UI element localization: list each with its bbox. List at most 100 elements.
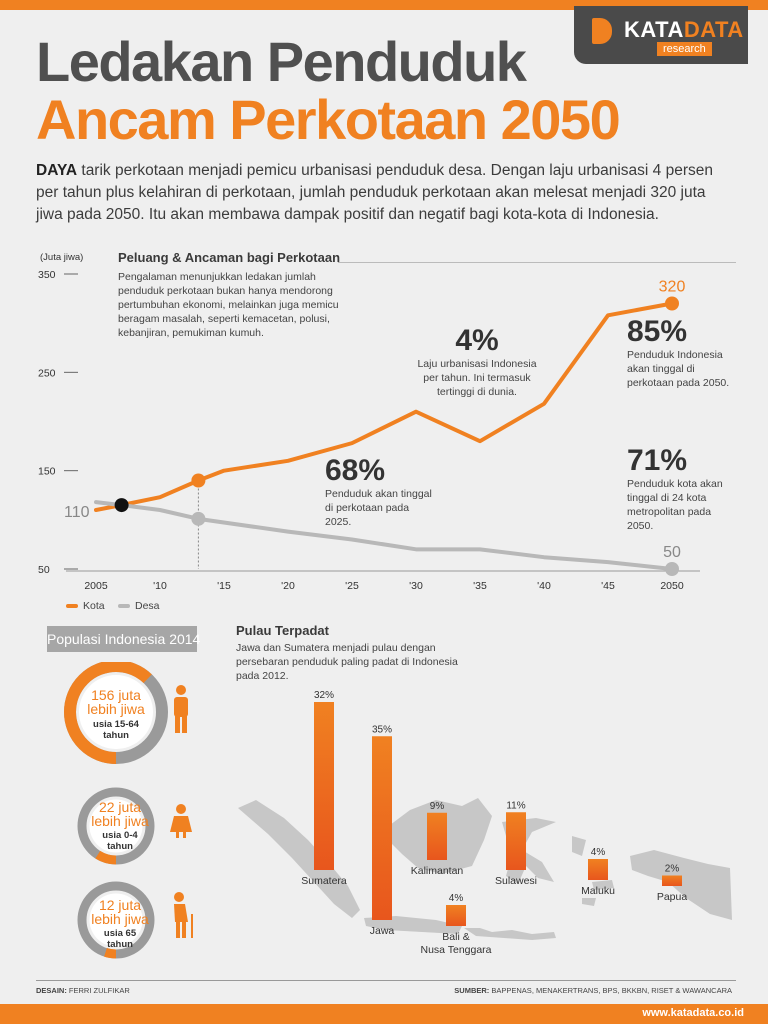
annotation-68pct-text: Penduduk akan tinggal di perkotaan pada … [325,488,432,528]
line-chart: (Juta jiwa) 350 250 150 50 2005 '10 '15 '20 '25 '3… [38,252,700,592]
ring-1-inner [79,675,153,749]
annotation-85pct-text: Penduduk Indonesia akan tinggal di perko… [627,349,730,389]
bar-value-label: 11% [506,800,525,811]
ring1-small2: tahun [103,730,129,741]
footer-source-label: SUMBER: [454,986,490,995]
desa-marker-2050 [665,562,679,576]
annotation-71pct-text: Penduduk kota akan tinggal di 24 kota me… [627,478,723,532]
bar-category-label: Bali & [442,931,469,943]
x-tick-label: '45 [601,580,615,592]
annotation-4pct-value: 4% [455,324,499,357]
y-tick-label: 50 [38,564,50,576]
x-tick-label: '10 [153,580,167,592]
chart-title: Peluang & Ancaman bagi Perkotaan [118,250,341,265]
y-tick-label: 250 [38,367,56,379]
adult-person-icon [174,685,188,733]
ring1-big1: 156 juta [91,687,141,703]
bar-kalimantan [427,812,447,860]
bar-value-label: 2% [665,864,680,875]
legend-kota-swatch [66,604,78,609]
ring-2-inner [89,799,143,853]
bar-sumatera [314,702,334,870]
legend-desa: Desa [118,600,160,612]
legend-desa-swatch [118,604,130,609]
bar-chart-title: Pulau Terpadat [236,623,329,638]
intersection-marker [114,498,129,513]
bar-sulawesi [506,812,526,870]
bar-bali-nusa-tenggara [446,905,466,926]
lead-bold-word: DAYA [36,162,78,179]
katadata-logo-mark-icon [592,18,612,44]
bar-chart-description: Jawa dan Sumatera menjadi pulau dengan p… [236,642,458,682]
bar-category-label: Jawa [370,925,395,937]
value-label-start: 110 [64,504,90,521]
ring1-big2: lebih jiwa [87,701,145,717]
legend-kota-label: Kota [83,600,105,612]
ring-1-share [64,662,168,764]
annotation-85pct-value: 85% [627,315,688,348]
ring-3-inner [89,893,143,947]
footer-url-link[interactable]: www.katadata.co.id [642,1007,744,1019]
elderly-person-icon [174,892,193,938]
ring3-small1: usia 65 [103,928,137,939]
bar-category-label: Kalimantan [411,865,464,877]
x-tick-label: '15 [217,580,231,592]
population-title: Populasi Indonesia 2014 [47,626,200,652]
lead-paragraph: DAYA tarik perkotaan menjadi pemicu urba… [36,160,736,226]
legend-desa-label: Desa [135,600,160,612]
bar-value-label: 32% [314,690,334,701]
person-icons [170,685,193,938]
x-tick-label: '20 [281,580,295,592]
kota-marker-2050 [665,296,679,311]
top-accent-bar [0,0,768,10]
footer-design-label: DESAIN: [36,986,67,995]
chart-description: Pengalaman menunjukkan ledakan jumlah pe… [118,271,339,339]
y-tick-label: 350 [38,269,56,281]
bar-value-label: 35% [372,724,392,735]
bar-maluku [588,859,608,880]
ring3-big2: lebih jiwa [91,911,149,927]
bar-category-label: Sulawesi [495,875,537,887]
map-sumatera [238,800,360,918]
series-line-kota [94,301,674,512]
ring2-big2: lebih jiwa [91,813,149,829]
ring2-small1: usia 0-4 [102,830,138,841]
bar-value-label: 9% [430,801,445,812]
bar-category-label: Papua [657,891,688,903]
footer-rule [36,980,736,981]
ring1-small1: usia 15-64 [93,719,139,730]
map-jawa [364,916,462,934]
bar-value-label: 4% [591,847,606,858]
ring3-big1: 12 juta [98,897,142,913]
kota-marker-2013 [191,473,206,488]
y-tick-label: 150 [38,466,56,478]
bar-category-label: Maluku [581,885,615,897]
x-tick-label: '30 [409,580,423,592]
x-tick-label: 2050 [660,580,684,592]
value-label-desa-end: 50 [663,544,681,561]
child-person-icon [170,804,192,838]
annotation-68pct: 68% Penduduk akan tinggal di perkotaan p… [325,455,437,529]
annotation-4pct: 4% Laju urbanisasi Indonesia per tahun. … [412,325,542,399]
bar-chart: 32% Sumatera 35% Jawa 9% Kalimantan 11% Sulawes… [301,690,688,956]
ring3-small2: tahun [107,939,133,950]
bar-category-label: Nusa Tenggara [420,944,491,956]
footer-bar [0,1004,768,1024]
annotation-4pct-text: Laju urbanisasi Indonesia per tahun. Ini… [417,358,537,398]
logo-brand-name: KATADATA [624,17,744,42]
ring-2-share [77,787,155,865]
bar-category-label: Sumatera [301,875,347,887]
annotation-85pct: 85% Penduduk Indonesia akan tinggal di p… [627,316,739,390]
ring-3-share [77,881,155,959]
annotation-68pct-value: 68% [325,454,386,487]
footer-design: DESAIN: FERRI ZULFIKAR [36,986,130,995]
chart-title-rule [338,262,736,263]
x-tick-label: '35 [473,580,487,592]
series-line-desa [94,500,674,571]
lead-text: tarik perkotaan menjadi pemicu urbanisas… [36,162,713,223]
x-tick-label: '25 [345,580,359,592]
ring2-text: 22 juta lebih jiwa usia 0-4 tahun [80,800,160,852]
bar-papua [662,875,682,886]
footer-design-value: FERRI ZULFIKAR [66,986,130,995]
ring1-text: 156 juta lebih jiwa usia 15-64 tahun [72,688,160,741]
